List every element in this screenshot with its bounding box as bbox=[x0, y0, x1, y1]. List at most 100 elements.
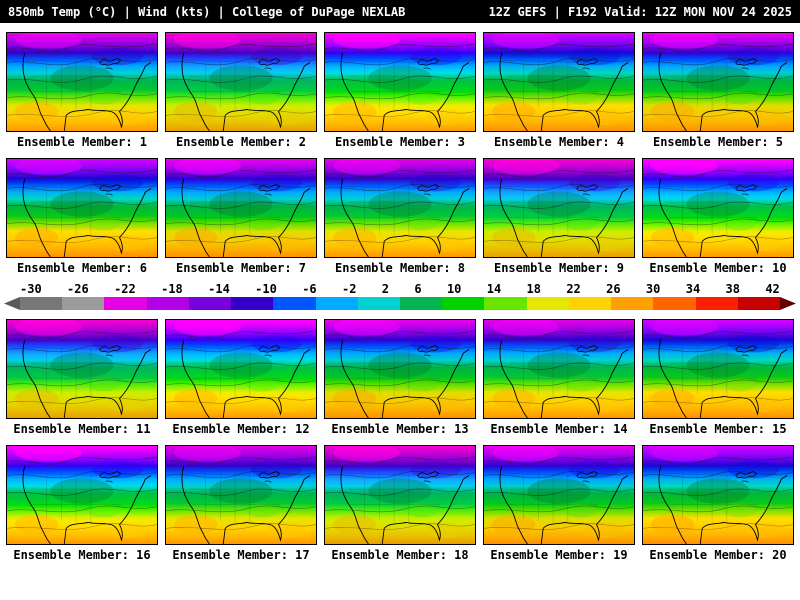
colorbar-tick: -6 bbox=[302, 282, 317, 296]
ensemble-panel: Ensemble Member: 11 bbox=[6, 319, 158, 436]
ensemble-panel: Ensemble Member: 7 bbox=[165, 158, 317, 275]
temperature-map-graphic bbox=[643, 446, 793, 544]
ensemble-map-4[interactable] bbox=[483, 32, 635, 132]
colorbar-tick: 2 bbox=[381, 282, 390, 296]
ensemble-map-14[interactable] bbox=[483, 319, 635, 419]
colorbar-tick: -30 bbox=[20, 282, 42, 296]
ensemble-caption: Ensemble Member: 10 bbox=[649, 261, 787, 275]
temperature-map-graphic bbox=[166, 320, 316, 418]
ensemble-caption: Ensemble Member: 5 bbox=[652, 135, 784, 149]
colorbar-tick: 34 bbox=[685, 282, 701, 296]
ensemble-panel: Ensemble Member: 1 bbox=[6, 32, 158, 149]
ensemble-caption: Ensemble Member: 7 bbox=[175, 261, 307, 275]
temperature-map-graphic bbox=[7, 446, 157, 544]
ensemble-caption: Ensemble Member: 11 bbox=[13, 422, 151, 436]
colorbar-bar bbox=[4, 297, 796, 310]
colorbar-tick: 22 bbox=[566, 282, 581, 296]
ensemble-map-11[interactable] bbox=[6, 319, 158, 419]
temperature-map-graphic bbox=[166, 33, 316, 131]
ensemble-panel: Ensemble Member: 3 bbox=[324, 32, 476, 149]
ensemble-row-4: Ensemble Member: 16 Ensemble Member: 17 … bbox=[0, 445, 800, 562]
ensemble-map-1[interactable] bbox=[6, 32, 158, 132]
colorbar-tick: 14 bbox=[486, 282, 502, 296]
run-valid-time: 12Z GEFS | F192 Valid: 12Z MON NOV 24 20… bbox=[488, 4, 792, 19]
temperature-map-graphic bbox=[7, 320, 157, 418]
colorbar-right-arrow bbox=[779, 297, 796, 310]
ensemble-caption: Ensemble Member: 18 bbox=[331, 548, 469, 562]
ensemble-map-3[interactable] bbox=[324, 32, 476, 132]
ensemble-panel: Ensemble Member: 15 bbox=[642, 319, 794, 436]
ensemble-panel: Ensemble Member: 19 bbox=[483, 445, 635, 562]
ensemble-row-2: Ensemble Member: 6 Ensemble Member: 7 En… bbox=[0, 158, 800, 275]
ensemble-map-8[interactable] bbox=[324, 158, 476, 258]
ensemble-map-9[interactable] bbox=[483, 158, 635, 258]
colorbar-segment bbox=[526, 297, 569, 310]
ensemble-panel: Ensemble Member: 8 bbox=[324, 158, 476, 275]
ensemble-panel: Ensemble Member: 17 bbox=[165, 445, 317, 562]
ensemble-map-7[interactable] bbox=[165, 158, 317, 258]
ensemble-map-2[interactable] bbox=[165, 32, 317, 132]
ensemble-panel: Ensemble Member: 4 bbox=[483, 32, 635, 149]
ensemble-caption: Ensemble Member: 2 bbox=[175, 135, 307, 149]
ensemble-panel: Ensemble Member: 5 bbox=[642, 32, 794, 149]
temperature-map-graphic bbox=[484, 33, 634, 131]
colorbar-segment bbox=[737, 297, 780, 310]
temperature-map-graphic bbox=[643, 159, 793, 257]
colorbar-segment bbox=[62, 297, 105, 310]
ensemble-map-15[interactable] bbox=[642, 319, 794, 419]
ensemble-map-19[interactable] bbox=[483, 445, 635, 545]
colorbar-tick: 18 bbox=[526, 282, 541, 296]
ensemble-map-13[interactable] bbox=[324, 319, 476, 419]
colorbar-segment bbox=[104, 297, 147, 310]
colorbar-segment bbox=[653, 297, 696, 310]
ensemble-caption: Ensemble Member: 1 bbox=[16, 135, 148, 149]
ensemble-map-10[interactable] bbox=[642, 158, 794, 258]
colorbar-segment bbox=[611, 297, 654, 310]
temperature-map-graphic bbox=[484, 159, 634, 257]
ensemble-map-12[interactable] bbox=[165, 319, 317, 419]
ensemble-map-20[interactable] bbox=[642, 445, 794, 545]
colorbar-tick: 10 bbox=[446, 282, 462, 296]
colorbar-segment bbox=[146, 297, 189, 310]
temperature-map-graphic bbox=[325, 159, 475, 257]
ensemble-caption: Ensemble Member: 14 bbox=[490, 422, 628, 436]
ensemble-panel: Ensemble Member: 13 bbox=[324, 319, 476, 436]
ensemble-panel: Ensemble Member: 20 bbox=[642, 445, 794, 562]
colorbar-tick: -26 bbox=[67, 282, 89, 296]
ensemble-panel: Ensemble Member: 6 bbox=[6, 158, 158, 275]
colorbar-segment bbox=[695, 297, 738, 310]
product-title: 850mb Temp (°C) | Wind (kts) | College o… bbox=[8, 4, 406, 19]
colorbar-tick: 42 bbox=[765, 282, 780, 296]
ensemble-caption: Ensemble Member: 16 bbox=[13, 548, 151, 562]
ensemble-panel: Ensemble Member: 14 bbox=[483, 319, 635, 436]
temperature-map-graphic bbox=[484, 446, 634, 544]
ensemble-map-5[interactable] bbox=[642, 32, 794, 132]
temperature-map-graphic bbox=[166, 446, 316, 544]
ensemble-caption: Ensemble Member: 15 bbox=[649, 422, 787, 436]
colorbar-tick: 38 bbox=[725, 282, 740, 296]
colorbar-tick-labels: -30 -26 -22 -18 -14 -10 -6 -2 2 6 10 14 … bbox=[4, 283, 796, 296]
temperature-map-graphic bbox=[643, 320, 793, 418]
temperature-map-graphic bbox=[325, 320, 475, 418]
temperature-map-graphic bbox=[7, 33, 157, 131]
ensemble-caption: Ensemble Member: 9 bbox=[493, 261, 625, 275]
ensemble-map-16[interactable] bbox=[6, 445, 158, 545]
ensemble-caption: Ensemble Member: 17 bbox=[172, 548, 310, 562]
title-bar: 850mb Temp (°C) | Wind (kts) | College o… bbox=[0, 0, 800, 23]
colorbar-tick: 6 bbox=[414, 282, 422, 296]
ensemble-map-17[interactable] bbox=[165, 445, 317, 545]
ensemble-panel: Ensemble Member: 10 bbox=[642, 158, 794, 275]
ensemble-caption: Ensemble Member: 6 bbox=[16, 261, 148, 275]
colorbar-segment bbox=[188, 297, 232, 310]
colorbar-segment bbox=[315, 297, 358, 310]
ensemble-caption: Ensemble Member: 3 bbox=[334, 135, 466, 149]
ensemble-map-18[interactable] bbox=[324, 445, 476, 545]
ensemble-row-1: Ensemble Member: 1 Ensemble Member: 2 En… bbox=[0, 32, 800, 149]
ensemble-caption: Ensemble Member: 12 bbox=[172, 422, 310, 436]
ensemble-map-6[interactable] bbox=[6, 158, 158, 258]
ensemble-panel: Ensemble Member: 16 bbox=[6, 445, 158, 562]
temperature-map-graphic bbox=[325, 446, 475, 544]
ensemble-caption: Ensemble Member: 8 bbox=[334, 261, 466, 275]
ensemble-panel: Ensemble Member: 18 bbox=[324, 445, 476, 562]
colorbar-segment bbox=[357, 297, 400, 310]
